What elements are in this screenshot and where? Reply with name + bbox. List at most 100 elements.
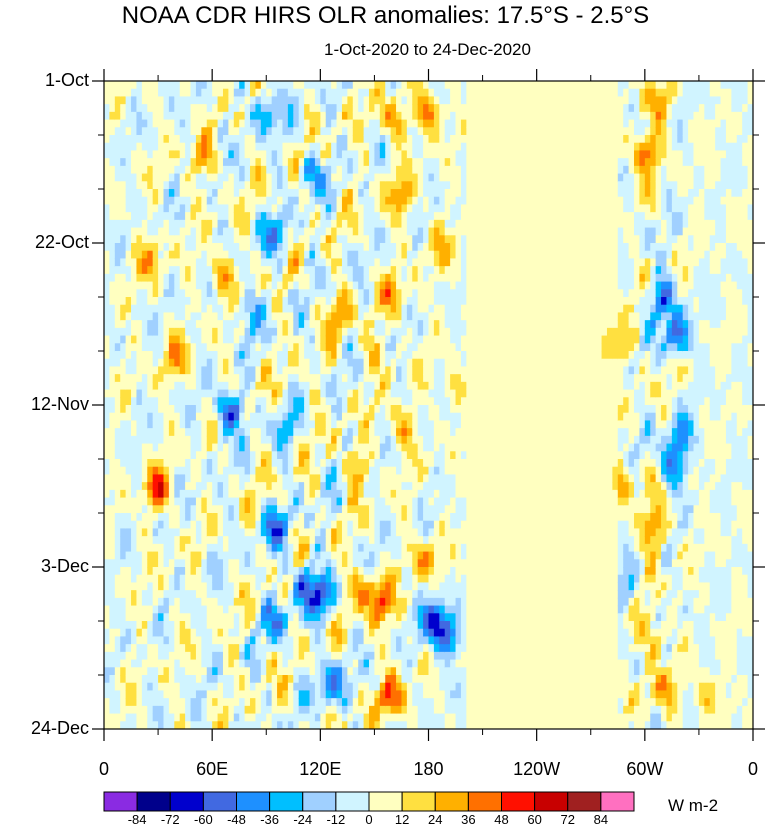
anomaly-cell xyxy=(163,181,170,190)
anomaly-cell xyxy=(233,96,240,105)
anomaly-cell xyxy=(250,104,257,113)
anomaly-cell xyxy=(147,165,154,175)
anomaly-cell xyxy=(114,204,121,213)
anomaly-cell xyxy=(358,142,365,152)
anomaly-cell xyxy=(250,351,257,360)
anomaly-cell xyxy=(385,659,392,668)
anomaly-cell xyxy=(271,651,278,661)
anomaly-cell xyxy=(255,81,262,90)
anomaly-cell xyxy=(406,335,413,344)
anomaly-cell xyxy=(222,266,229,275)
anomaly-cell xyxy=(131,351,138,360)
anomaly-cell xyxy=(320,513,327,522)
anomaly-cell xyxy=(309,165,316,175)
anomaly-cell xyxy=(190,165,197,175)
anomaly-cell xyxy=(152,320,159,329)
anomaly-cell xyxy=(412,173,419,182)
anomaly-cell xyxy=(206,698,213,707)
anomaly-cell xyxy=(239,628,246,638)
anomaly-cell xyxy=(390,389,397,398)
anomaly-cell xyxy=(239,366,246,375)
anomaly-cell xyxy=(222,667,229,676)
anomaly-cell xyxy=(206,142,213,152)
anomaly-cell xyxy=(314,397,321,406)
anomaly-cell xyxy=(152,343,159,352)
anomaly-cell xyxy=(423,297,430,306)
anomaly-cell xyxy=(314,443,321,452)
anomaly-cell xyxy=(401,559,408,568)
anomaly-cell xyxy=(239,81,246,90)
anomaly-cell xyxy=(109,466,116,476)
anomaly-cell xyxy=(206,81,213,90)
anomaly-cell xyxy=(287,567,294,576)
anomaly-cell xyxy=(239,582,246,591)
anomaly-cell xyxy=(309,675,316,684)
anomaly-cell xyxy=(417,212,424,221)
anomaly-cell xyxy=(309,705,316,715)
anomaly-cell xyxy=(363,636,370,645)
anomaly-cell xyxy=(385,158,392,167)
anomaly-cell xyxy=(163,320,170,329)
anomaly-cell xyxy=(217,621,224,630)
anomaly-cell xyxy=(217,582,224,591)
anomaly-cell xyxy=(136,489,143,499)
anomaly-cell xyxy=(158,150,165,159)
anomaly-cell xyxy=(141,590,148,599)
anomaly-cell xyxy=(320,613,327,622)
anomaly-cell xyxy=(114,551,121,560)
anomaly-cell xyxy=(282,536,289,545)
anomaly-cell xyxy=(222,582,229,591)
anomaly-cell xyxy=(131,366,138,375)
anomaly-cell xyxy=(287,235,294,244)
anomaly-cell xyxy=(336,451,343,460)
anomaly-cell xyxy=(363,358,370,368)
anomaly-cell xyxy=(277,459,284,468)
anomaly-cell xyxy=(201,628,208,638)
anomaly-cell xyxy=(336,88,343,98)
anomaly-cell xyxy=(136,250,143,260)
anomaly-cell xyxy=(396,721,403,729)
anomaly-cell xyxy=(185,451,192,460)
anomaly-cell xyxy=(347,258,354,267)
anomaly-cell xyxy=(304,297,311,306)
anomaly-cell xyxy=(190,250,197,260)
anomaly-cell xyxy=(287,196,294,206)
anomaly-cell xyxy=(212,459,219,468)
anomaly-cell xyxy=(390,243,397,252)
anomaly-cell xyxy=(147,312,154,321)
anomaly-cell xyxy=(352,605,359,614)
anomaly-cell xyxy=(352,698,359,707)
anomaly-cell xyxy=(401,212,408,221)
anomaly-cell xyxy=(293,412,300,422)
anomaly-cell xyxy=(222,675,229,684)
anomaly-cell xyxy=(363,312,370,321)
anomaly-cell xyxy=(104,297,111,306)
anomaly-cell xyxy=(287,597,294,607)
anomaly-cell xyxy=(185,405,192,414)
anomaly-cell xyxy=(141,574,148,584)
anomaly-cell xyxy=(114,582,121,591)
anomaly-cell xyxy=(185,181,192,190)
anomaly-cell xyxy=(222,381,229,391)
anomaly-cell xyxy=(239,104,246,113)
anomaly-cell xyxy=(401,705,408,715)
anomaly-cell xyxy=(131,304,138,314)
anomaly-cell xyxy=(304,327,311,337)
anomaly-cell xyxy=(147,189,154,198)
anomaly-cell xyxy=(147,258,154,267)
anomaly-cell xyxy=(401,420,408,429)
anomaly-cell xyxy=(331,451,338,460)
anomaly-cell xyxy=(369,351,376,360)
anomaly-cell xyxy=(417,559,424,568)
anomaly-cell xyxy=(195,705,202,715)
anomaly-cell xyxy=(347,698,354,707)
anomaly-cell xyxy=(190,559,197,568)
anomaly-cell xyxy=(358,451,365,460)
anomaly-cell xyxy=(363,489,370,499)
anomaly-cell xyxy=(114,497,121,506)
anomaly-cell xyxy=(271,690,278,699)
anomaly-cell xyxy=(174,543,181,553)
anomaly-cell xyxy=(320,474,327,483)
anomaly-cell xyxy=(341,227,348,236)
anomaly-cell xyxy=(379,273,386,283)
